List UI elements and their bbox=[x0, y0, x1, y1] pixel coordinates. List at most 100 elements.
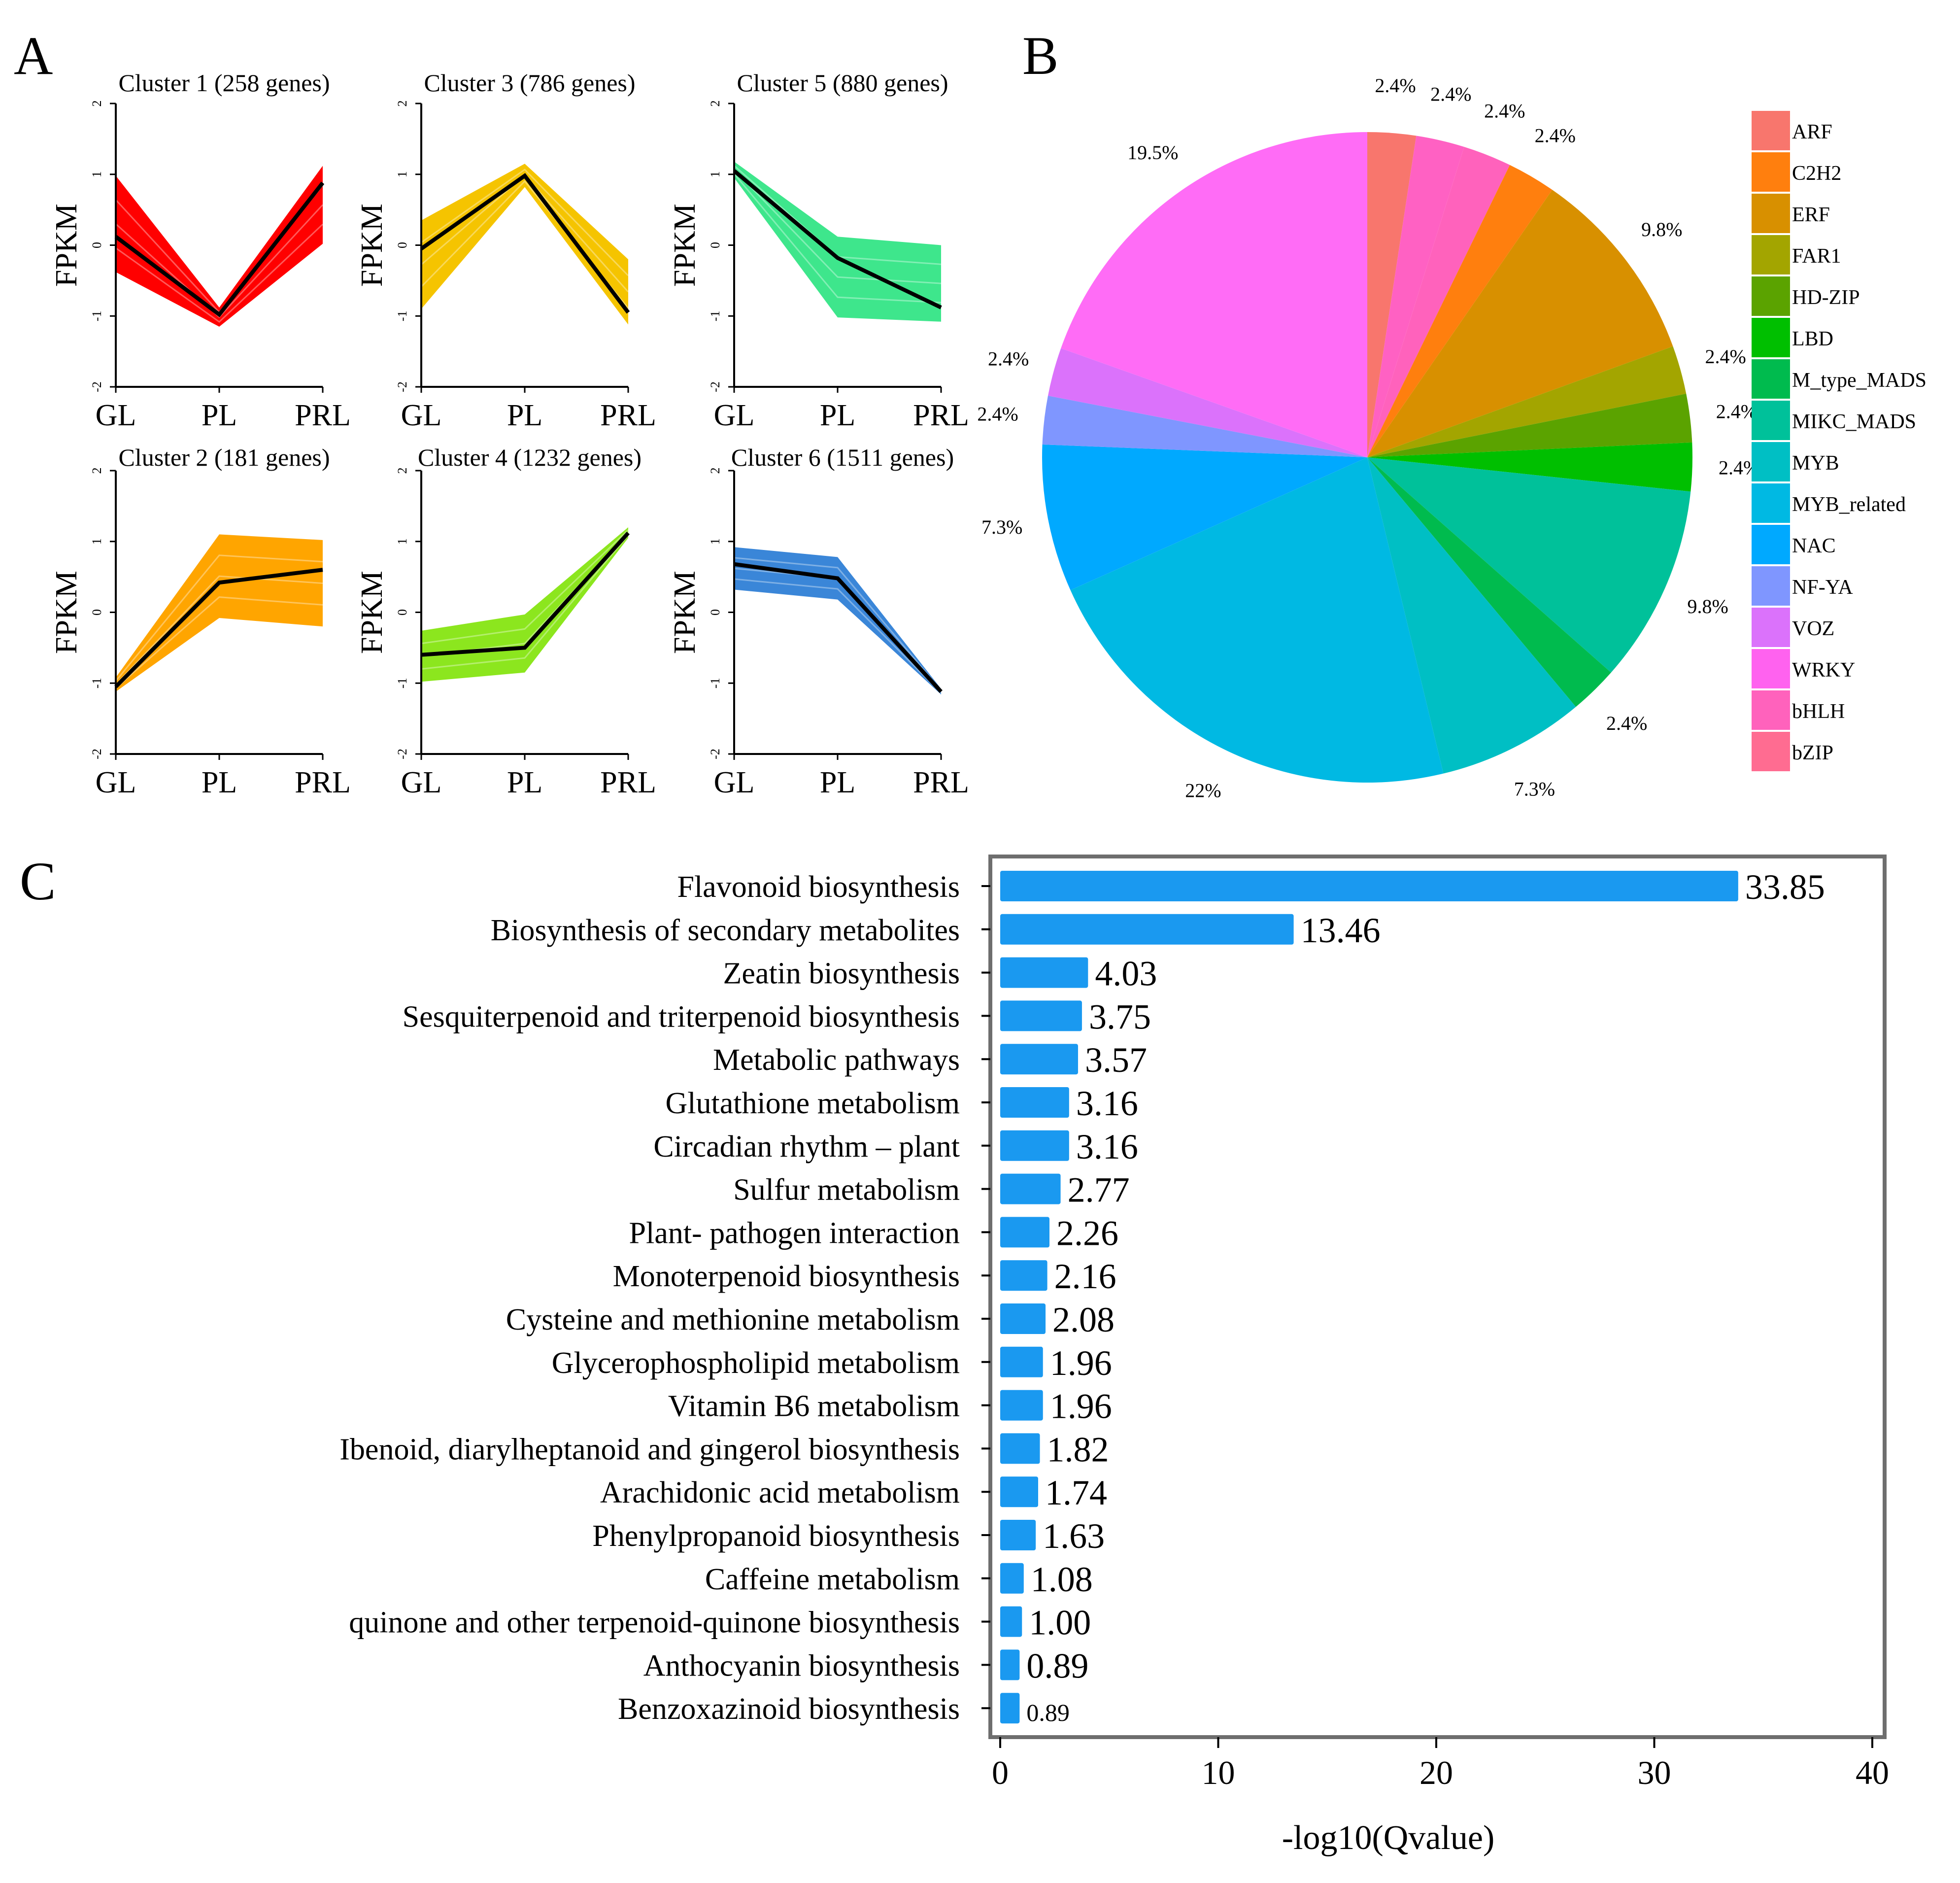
bar bbox=[1000, 1260, 1048, 1291]
x-tick-label: PRL bbox=[913, 766, 969, 799]
legend-label: ERF bbox=[1792, 204, 1830, 226]
value-label: 1.74 bbox=[1045, 1473, 1107, 1512]
pie-slice-label: 9.8% bbox=[1687, 595, 1728, 617]
legend-label: bZIP bbox=[1792, 742, 1833, 764]
cluster-line-charts: -2 -1 0 1 2 GL PL PRL FPKM Cluster 1 (258 genes) -… bbox=[50, 69, 969, 799]
gene-profile-line bbox=[421, 529, 629, 645]
value-label: 2.08 bbox=[1052, 1300, 1115, 1339]
value-label: 3.75 bbox=[1089, 997, 1151, 1036]
value-label: 4.03 bbox=[1095, 954, 1157, 993]
y-tick-label: 1 bbox=[395, 171, 409, 177]
cluster-title: Cluster 2 (181 genes) bbox=[118, 444, 330, 471]
pie-slice bbox=[1367, 132, 1417, 457]
pie-slice bbox=[1367, 346, 1687, 457]
pie-slice bbox=[1367, 457, 1611, 707]
legend-swatch bbox=[1752, 401, 1790, 440]
y-tick-label: -2 bbox=[90, 749, 104, 759]
legend-label: LBD bbox=[1792, 328, 1833, 350]
y-tick-label: 0 bbox=[708, 242, 722, 248]
bar bbox=[1000, 1303, 1046, 1334]
pie-slice-label: 7.3% bbox=[981, 516, 1022, 538]
pie-slice bbox=[1367, 146, 1510, 458]
bar bbox=[1000, 1693, 1020, 1724]
cluster-band bbox=[116, 166, 323, 327]
panel-label-b: B bbox=[1022, 26, 1058, 86]
category-label: Sesquiterpenoid and triterpenoid biosynt… bbox=[403, 1000, 960, 1033]
legend-swatch bbox=[1752, 483, 1790, 523]
legend-label: MIKC_MADS bbox=[1792, 411, 1916, 433]
gene-profile-line bbox=[115, 596, 323, 689]
cluster-band bbox=[734, 547, 941, 695]
cluster-band bbox=[421, 527, 628, 682]
pie-slice bbox=[1367, 136, 1464, 457]
legend-label: MYB bbox=[1792, 452, 1839, 475]
legend-label: NF-YA bbox=[1792, 576, 1853, 599]
bar bbox=[1000, 1606, 1022, 1637]
pie-chart: 2.4% 2.4% 2.4% 2.4% 9.8% 2.4% 2.4% 2.4% 9.8% 2.4%… bbox=[977, 74, 1926, 801]
pie-slice-label: 2.4% bbox=[977, 403, 1018, 425]
cluster-band bbox=[116, 534, 323, 692]
category-label: Vitamin B6 metabolism bbox=[668, 1390, 960, 1423]
panel-label-c: C bbox=[20, 851, 56, 911]
x-tick-label: PL bbox=[202, 766, 237, 799]
category-label: Anthocyanin biosynthesis bbox=[643, 1649, 960, 1682]
bar bbox=[1000, 871, 1738, 901]
gene-profile-line bbox=[421, 535, 629, 670]
category-label: Glycerophospholipid metabolism bbox=[552, 1346, 960, 1380]
x-tick-label: 10 bbox=[1202, 1754, 1235, 1791]
category-label: Metabolic pathways bbox=[713, 1043, 960, 1077]
pie-slice-label: 2.4% bbox=[1606, 712, 1647, 734]
cluster-mean-line bbox=[733, 169, 942, 309]
legend-swatch bbox=[1752, 194, 1790, 233]
value-label: 2.26 bbox=[1056, 1213, 1118, 1253]
y-tick-label: -2 bbox=[708, 749, 722, 759]
pie-slice bbox=[1070, 457, 1444, 783]
category-label: Biosynthesis of secondary metabolites bbox=[491, 914, 960, 947]
bar bbox=[1000, 914, 1294, 945]
category-label: Arachidonic acid metabolism bbox=[600, 1476, 960, 1509]
pie-slice bbox=[1367, 165, 1553, 458]
y-tick-label: 2 bbox=[90, 468, 104, 474]
y-axis-label: FPKM bbox=[668, 204, 702, 287]
x-tick-label: PL bbox=[820, 766, 855, 799]
y-tick-label: -2 bbox=[708, 381, 722, 392]
cluster-title: Cluster 1 (258 genes) bbox=[118, 69, 330, 97]
pie-slice bbox=[1367, 190, 1673, 457]
y-tick-label: 1 bbox=[395, 538, 409, 545]
x-tick-label: GL bbox=[401, 399, 442, 432]
cluster-plot: -2 -1 0 1 2 GL PL PRL FPKM Cluster 2 (181 genes) bbox=[50, 444, 351, 799]
value-label: 0.89 bbox=[1026, 1699, 1070, 1726]
y-tick-label: 2 bbox=[708, 468, 722, 474]
y-tick-label: 1 bbox=[708, 538, 722, 545]
legend-label: HD-ZIP bbox=[1792, 286, 1860, 309]
plot-frame bbox=[988, 855, 1887, 1739]
bar bbox=[1000, 1000, 1082, 1031]
gene-profile-line bbox=[115, 575, 323, 685]
y-tick-label: 0 bbox=[395, 242, 409, 248]
legend-label: MYB_related bbox=[1792, 493, 1906, 516]
legend-swatch bbox=[1752, 276, 1790, 316]
y-tick-label: 2 bbox=[395, 468, 409, 474]
bar bbox=[1000, 1649, 1020, 1680]
cluster-mean-line bbox=[114, 568, 323, 688]
x-tick-label: PRL bbox=[295, 399, 351, 432]
legend-label: WRKY bbox=[1792, 659, 1855, 682]
value-label: 1.96 bbox=[1050, 1343, 1112, 1383]
value-label: 3.57 bbox=[1085, 1040, 1147, 1080]
value-label: 33.85 bbox=[1745, 867, 1825, 907]
x-tick-label: PRL bbox=[600, 766, 656, 799]
legend-swatch bbox=[1752, 235, 1790, 274]
gene-profile-line bbox=[734, 557, 942, 691]
cluster-title: Cluster 3 (786 genes) bbox=[424, 69, 635, 97]
gene-profile-line bbox=[115, 224, 324, 323]
y-tick-label: 0 bbox=[708, 609, 722, 616]
x-tick-label: PRL bbox=[295, 766, 351, 799]
x-tick-label: GL bbox=[96, 766, 136, 799]
pie-slice-label: 19.5% bbox=[1127, 141, 1178, 164]
y-tick-label: -1 bbox=[708, 310, 722, 321]
bar-chart: Flavonoid biosynthesis 33.85 Biosynthesis … bbox=[339, 855, 1889, 1857]
category-label: Cysteine and methionine metabolism bbox=[506, 1303, 960, 1336]
y-tick-label: 1 bbox=[90, 538, 104, 545]
pie-slice-label: 22% bbox=[1185, 780, 1221, 802]
category-label: Glutathione metabolism bbox=[665, 1087, 960, 1120]
